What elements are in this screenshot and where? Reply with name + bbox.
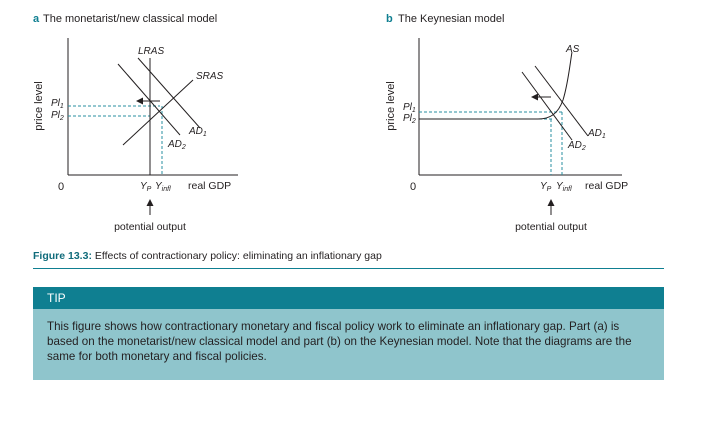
panel-b-y-label: price level bbox=[385, 81, 397, 131]
panel-a-ad2-label: AD2 bbox=[167, 139, 186, 151]
panel-b-pl1-label: Pl1 bbox=[403, 102, 416, 114]
panel-b-origin: 0 bbox=[410, 181, 416, 193]
figure-label: Figure 13.3: bbox=[33, 250, 92, 262]
panel-b-ad2-curve bbox=[521, 71, 573, 141]
panel-a-pl2-label: Pl2 bbox=[51, 110, 64, 122]
panel-b-x-label: real GDP bbox=[585, 180, 628, 192]
panel-b-yp-label: YP bbox=[540, 181, 552, 193]
caption-divider bbox=[33, 268, 664, 269]
panel-a-yinfl-label: Yinfl bbox=[155, 181, 171, 193]
panel-b-yinfl-label: Yinfl bbox=[556, 181, 572, 193]
panel-b-potential-output: potential output bbox=[515, 221, 587, 233]
tip-heading: TIP bbox=[33, 287, 664, 309]
panel-a: a The monetarist/new classical model pri… bbox=[33, 13, 238, 233]
panel-a-sras-label: SRAS bbox=[196, 71, 224, 82]
panel-a-potential-output: potential output bbox=[114, 221, 186, 233]
panel-b-title: The Keynesian model bbox=[398, 13, 504, 25]
figure-caption-text: Effects of contractionary policy: elimin… bbox=[91, 250, 382, 262]
panel-a-x-label: real GDP bbox=[188, 180, 231, 192]
panel-a-lras-label: LRAS bbox=[138, 46, 164, 57]
panel-a-title: The monetarist/new classical model bbox=[43, 13, 217, 25]
panel-b-ad2-label: AD2 bbox=[567, 140, 586, 152]
panel-a-pl1-label: Pl1 bbox=[51, 98, 64, 110]
panel-b-letter: b bbox=[386, 13, 393, 25]
panel-a-yp-label: YP bbox=[140, 181, 152, 193]
figure-caption: Figure 13.3: Effects of contractionary p… bbox=[33, 250, 382, 262]
figure-diagrams: a The monetarist/new classical model pri… bbox=[33, 13, 628, 233]
panel-b-ad1-label: AD1 bbox=[587, 128, 606, 140]
panel-a-ad1-label: AD1 bbox=[188, 126, 207, 138]
panel-b-as-curve bbox=[419, 51, 573, 120]
tip-body: This figure shows how contractionary mon… bbox=[33, 309, 664, 380]
panel-b-pl2-label: Pl2 bbox=[403, 113, 416, 125]
panel-b-ad1-curve bbox=[534, 65, 589, 137]
panel-a-ad2-curve bbox=[117, 63, 181, 136]
panel-a-letter: a bbox=[33, 13, 40, 25]
panel-a-y-label: price level bbox=[33, 81, 45, 131]
panel-b: b The Keynesian model price level 0 AS A… bbox=[385, 13, 628, 233]
panel-b-as-label: AS bbox=[565, 44, 580, 55]
panel-a-sras-curve bbox=[122, 79, 194, 146]
panel-a-ad1-curve bbox=[137, 57, 201, 129]
panel-a-origin: 0 bbox=[58, 181, 64, 193]
